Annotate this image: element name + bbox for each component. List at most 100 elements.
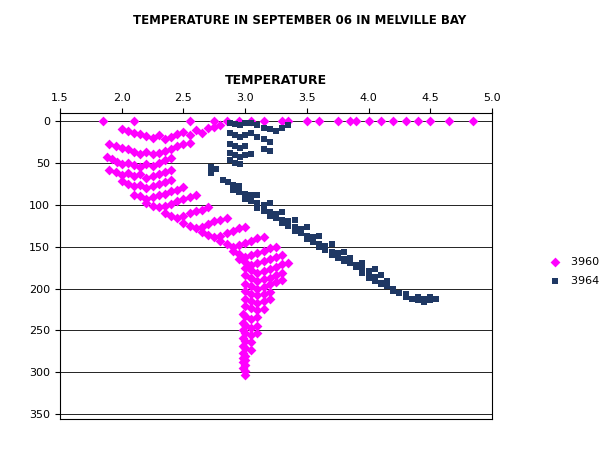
3960 FEMALE <box>234 241 244 248</box>
3960 FEMALE <box>166 166 176 173</box>
3960 FEMALE <box>241 322 250 329</box>
3964 MALE <box>230 159 240 166</box>
3960 FEMALE <box>102 153 112 161</box>
3964 MALE <box>382 283 392 290</box>
3960 FEMALE <box>215 216 225 223</box>
3964 MALE <box>265 148 275 155</box>
3960 FEMALE <box>154 159 164 166</box>
3964 MALE <box>382 277 392 284</box>
3960 FEMALE <box>259 267 268 274</box>
3964 MALE <box>425 297 435 304</box>
3964 MALE <box>308 238 318 245</box>
3964 MALE <box>302 235 311 243</box>
3960 FEMALE <box>129 148 139 156</box>
3960 FEMALE <box>241 253 250 260</box>
3964 MALE <box>206 169 215 176</box>
3960 FEMALE <box>238 350 247 357</box>
3964 MALE <box>253 133 262 140</box>
3960 FEMALE <box>234 251 244 258</box>
3960 FEMALE <box>253 260 262 267</box>
3964 MALE <box>234 189 244 196</box>
3960 FEMALE <box>277 277 287 284</box>
3964 MALE <box>259 207 268 214</box>
3960 FEMALE <box>160 136 170 143</box>
3964 MALE <box>259 136 268 143</box>
3964 MALE <box>370 277 380 284</box>
3960 FEMALE <box>172 130 182 138</box>
3964 MALE <box>206 163 215 171</box>
3964 MALE <box>253 122 262 129</box>
3960 FEMALE <box>247 117 256 125</box>
3960 FEMALE <box>277 252 287 259</box>
3960 FEMALE <box>241 313 250 320</box>
3964 MALE <box>235 144 245 151</box>
3960 FEMALE <box>247 252 256 259</box>
3964 MALE <box>271 215 281 222</box>
3960 FEMALE <box>185 222 194 230</box>
3960 FEMALE <box>98 117 108 125</box>
3960 FEMALE <box>238 342 247 349</box>
3960 FEMALE <box>241 240 250 247</box>
3960 FEMALE <box>234 256 244 263</box>
3960 FEMALE <box>238 334 247 342</box>
3960 FEMALE <box>123 146 133 153</box>
3960 FEMALE <box>259 276 268 283</box>
3964 MALE <box>358 266 367 273</box>
3964 MALE <box>339 257 349 265</box>
3964 MALE <box>223 179 233 186</box>
3960 FEMALE <box>253 285 262 292</box>
3960 FEMALE <box>166 154 176 162</box>
3964 MALE <box>241 190 250 198</box>
3960 FEMALE <box>413 117 423 125</box>
3960 FEMALE <box>241 264 250 271</box>
3964 MALE <box>226 149 235 156</box>
3964 MALE <box>320 247 330 254</box>
3964 MALE <box>235 122 245 129</box>
3960 FEMALE <box>148 162 157 170</box>
3964 MALE <box>265 126 275 133</box>
3960 FEMALE <box>203 125 213 132</box>
3960 FEMALE <box>142 132 151 140</box>
3960 FEMALE <box>241 280 250 287</box>
3960 FEMALE <box>259 290 268 297</box>
3960 FEMALE <box>179 141 188 148</box>
3964 MALE <box>218 176 228 183</box>
3964 MALE <box>407 295 416 302</box>
3960 FEMALE <box>172 215 182 222</box>
3960 FEMALE <box>185 139 194 146</box>
3960 FEMALE <box>191 225 200 232</box>
3960 FEMALE <box>197 206 207 213</box>
3960 FEMALE <box>241 361 250 369</box>
Legend: 3960 FEMALE, 3964 MALE: 3960 FEMALE, 3964 MALE <box>539 253 600 291</box>
3960 FEMALE <box>241 352 250 359</box>
3960 FEMALE <box>136 150 145 157</box>
3960 FEMALE <box>265 245 275 252</box>
3964 MALE <box>302 224 311 231</box>
3960 FEMALE <box>191 208 200 215</box>
3964 MALE <box>364 275 373 282</box>
3964 MALE <box>284 218 293 225</box>
3964 MALE <box>277 220 287 227</box>
3960 FEMALE <box>247 237 256 244</box>
3960 FEMALE <box>104 166 114 173</box>
3964 MALE <box>358 260 367 267</box>
3960 FEMALE <box>142 148 151 156</box>
3964 MALE <box>241 195 250 203</box>
3960 FEMALE <box>364 117 373 125</box>
3964 MALE <box>413 297 423 304</box>
3964 MALE <box>314 244 324 251</box>
3960 FEMALE <box>148 183 157 190</box>
3960 FEMALE <box>259 233 268 240</box>
3960 FEMALE <box>160 157 170 164</box>
3960 FEMALE <box>238 327 247 334</box>
3964 MALE <box>228 181 238 188</box>
3964 MALE <box>247 192 256 199</box>
3960 FEMALE <box>154 131 164 139</box>
3960 FEMALE <box>166 188 176 195</box>
3960 FEMALE <box>444 117 454 125</box>
3964 MALE <box>226 140 235 147</box>
3960 FEMALE <box>271 243 281 250</box>
3964 MALE <box>413 293 423 301</box>
3960 FEMALE <box>203 220 213 228</box>
3960 FEMALE <box>215 122 225 129</box>
